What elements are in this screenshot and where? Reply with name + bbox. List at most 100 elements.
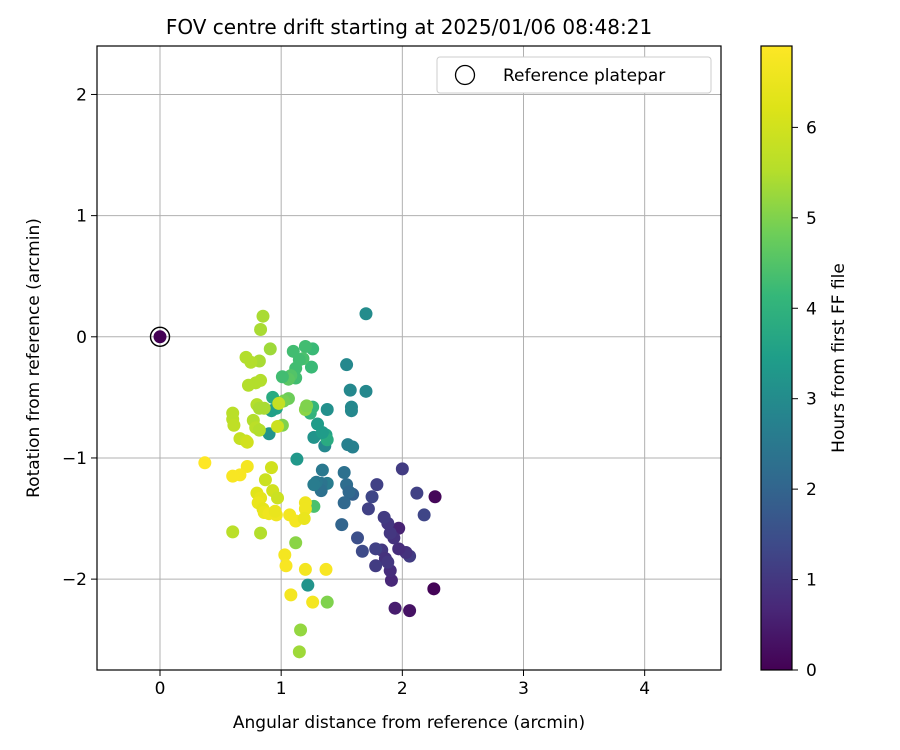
- data-point: [428, 490, 442, 504]
- data-point: [304, 360, 318, 374]
- data-point: [395, 462, 409, 476]
- data-point: [264, 461, 278, 475]
- data-point: [392, 542, 406, 556]
- data-point: [359, 384, 373, 398]
- data-point: [275, 370, 289, 384]
- data-point: [244, 355, 258, 369]
- data-point: [252, 423, 266, 437]
- data-point: [292, 645, 306, 659]
- data-point: [263, 342, 277, 356]
- legend-entry-reference: Reference platepar: [503, 66, 665, 86]
- data-point: [427, 582, 441, 596]
- colorbar-tick-label: 2: [806, 480, 817, 500]
- data-points: [153, 307, 442, 659]
- x-tick-label: 2: [397, 679, 408, 699]
- data-point: [272, 396, 286, 410]
- grid-lines: [97, 46, 721, 670]
- colorbar-ticks: 0 1 2 3 4 5 6: [792, 118, 817, 681]
- data-point: [355, 544, 369, 558]
- data-point: [320, 595, 334, 609]
- y-axis-ticks: −2 −1 0 1 2: [62, 85, 97, 590]
- colorbar-tick-label: 6: [806, 118, 817, 138]
- data-point: [226, 469, 240, 483]
- data-point: [417, 508, 431, 522]
- colorbar-gradient: [760, 45, 793, 671]
- data-point: [271, 491, 285, 505]
- data-point: [153, 330, 167, 344]
- x-tick-label: 3: [518, 679, 529, 699]
- data-point: [279, 559, 293, 573]
- y-tick-label: 2: [76, 85, 87, 105]
- data-point: [337, 496, 351, 510]
- data-point: [369, 542, 383, 556]
- data-point: [342, 485, 356, 499]
- data-point: [340, 358, 354, 372]
- data-point: [198, 456, 212, 470]
- x-tick-label: 4: [639, 679, 650, 699]
- data-point: [298, 502, 312, 516]
- data-point: [320, 402, 334, 416]
- colorbar-label: Hours from first FF file: [829, 263, 849, 453]
- data-point: [319, 562, 333, 576]
- data-point: [298, 339, 312, 353]
- y-tick-label: 1: [76, 207, 87, 227]
- data-point: [258, 473, 272, 487]
- data-point: [278, 548, 292, 562]
- data-point: [226, 525, 240, 539]
- y-tick-label: −2: [62, 570, 87, 590]
- colorbar-tick-label: 5: [806, 209, 817, 229]
- data-point: [403, 604, 417, 618]
- data-point: [410, 486, 424, 500]
- data-point: [290, 452, 304, 466]
- data-point: [370, 478, 384, 492]
- legend-box: [436, 56, 712, 94]
- x-tick-label: 0: [155, 679, 166, 699]
- data-point: [256, 309, 270, 323]
- data-point: [271, 419, 285, 433]
- data-point: [335, 518, 349, 532]
- x-tick-label: 1: [276, 679, 287, 699]
- data-point: [346, 440, 360, 454]
- y-tick-label: −1: [62, 449, 87, 469]
- data-point: [311, 417, 325, 431]
- data-point: [297, 512, 311, 526]
- y-axis-label: Rotation from reference (arcmin): [24, 218, 44, 498]
- data-point: [298, 562, 312, 576]
- data-point: [351, 531, 365, 545]
- data-point: [268, 504, 282, 518]
- colorbar-tick-label: 3: [806, 390, 817, 410]
- data-point: [307, 478, 321, 492]
- data-point: [365, 490, 379, 504]
- data-point: [301, 578, 315, 592]
- reference-point-marker: [149, 326, 171, 347]
- plot-frame: [96, 45, 722, 671]
- data-point: [284, 588, 298, 602]
- y-tick-label: 0: [76, 328, 87, 348]
- colorbar: 0 1 2 3 4 5 6 Hours from first FF file: [760, 45, 849, 681]
- data-point: [240, 459, 254, 473]
- data-point: [381, 555, 395, 569]
- data-point: [257, 401, 271, 415]
- data-point: [384, 573, 398, 587]
- legend-marker-reference: [454, 64, 476, 86]
- colorbar-tick-label: 0: [806, 661, 817, 681]
- data-point: [254, 526, 268, 540]
- x-axis-ticks: 0 1 2 3 4: [155, 670, 650, 699]
- x-axis-label: Angular distance from reference (arcmin): [233, 713, 585, 733]
- data-point: [254, 323, 268, 337]
- data-point: [377, 510, 391, 524]
- reference-marker: [149, 326, 171, 347]
- legend: Reference platepar: [436, 56, 712, 94]
- data-point: [240, 435, 254, 449]
- data-point: [241, 378, 255, 392]
- data-point: [227, 418, 241, 432]
- colorbar-tick-label: 4: [806, 299, 817, 319]
- data-point: [300, 399, 314, 413]
- data-point: [306, 595, 320, 609]
- data-point: [344, 404, 358, 418]
- data-point: [361, 502, 375, 516]
- data-point: [289, 536, 303, 550]
- data-point: [343, 383, 357, 397]
- data-point: [337, 466, 351, 480]
